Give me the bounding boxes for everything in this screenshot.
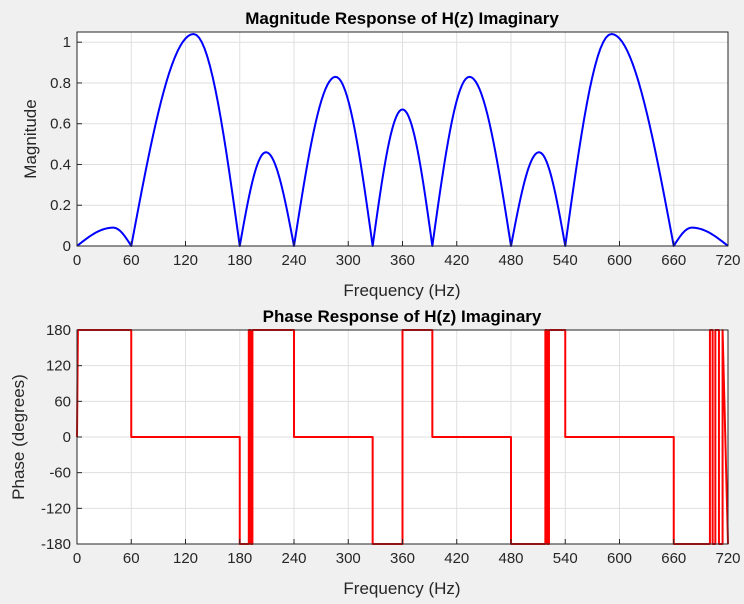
magnitude-xlabel: Frequency (Hz) <box>343 281 460 300</box>
x-tick-label: 0 <box>73 252 81 269</box>
magnitude-title: Magnitude Response of H(z) Imaginary <box>245 9 559 28</box>
magnitude-line-series <box>76 33 729 247</box>
x-tick-label: 720 <box>715 252 740 269</box>
phase-xlabel: Frequency (Hz) <box>343 579 460 598</box>
magnitude-axes: 0 60 120 180 240 300 360 420 480 540 600 660 720 0 0.2… <box>21 9 741 300</box>
x-tick-label: 60 <box>123 550 140 567</box>
x-tick-label: 660 <box>661 252 686 269</box>
x-tick-label: 720 <box>715 550 740 567</box>
magnitude-ylabel: Magnitude <box>21 99 40 178</box>
x-tick-label: 600 <box>607 252 632 269</box>
magnitude-ticks: 0 60 120 180 240 300 360 420 480 540 600 660 720 0 0.2… <box>50 34 740 269</box>
x-tick-label: 180 <box>227 252 252 269</box>
x-tick-label: 420 <box>444 252 469 269</box>
y-tick-label: 60 <box>54 393 71 410</box>
x-tick-label: 360 <box>390 252 415 269</box>
x-tick-label: 300 <box>336 252 361 269</box>
x-tick-label: 0 <box>73 550 81 567</box>
y-tick-label: 0.6 <box>50 116 71 133</box>
y-tick-label: 0.4 <box>50 156 71 173</box>
y-tick-label: -180 <box>41 536 71 553</box>
x-tick-label: 240 <box>281 550 306 567</box>
x-tick-label: 120 <box>173 252 198 269</box>
x-tick-label: 180 <box>227 550 252 567</box>
series-line-magnitude <box>76 33 729 247</box>
x-tick-label: 480 <box>498 252 523 269</box>
x-tick-label: 60 <box>123 252 140 269</box>
y-tick-label: -120 <box>41 500 71 517</box>
x-tick-label: 300 <box>336 550 361 567</box>
x-tick-label: 420 <box>444 550 469 567</box>
phase-title: Phase Response of H(z) Imaginary <box>263 307 542 326</box>
y-tick-label: -60 <box>49 465 71 482</box>
x-tick-label: 600 <box>607 550 632 567</box>
x-tick-label: 660 <box>661 550 686 567</box>
phase-ticks: 0 60 120 180 240 300 360 420 480 540 600 660 720-180… <box>41 322 741 567</box>
x-tick-label: 120 <box>173 550 198 567</box>
y-tick-label: 1 <box>63 34 71 51</box>
x-tick-label: 240 <box>281 252 306 269</box>
y-tick-label: 180 <box>46 322 71 339</box>
x-tick-label: 540 <box>553 550 578 567</box>
y-tick-label: 0.2 <box>50 197 71 214</box>
y-tick-label: 120 <box>46 358 71 375</box>
x-tick-label: 540 <box>553 252 578 269</box>
y-tick-label: 0 <box>63 238 71 255</box>
y-tick-label: 0.8 <box>50 75 71 92</box>
y-tick-label: 0 <box>63 429 71 446</box>
x-tick-label: 480 <box>498 550 523 567</box>
x-tick-label: 360 <box>390 550 415 567</box>
phase-axes: 0 60 120 180 240 300 360 420 480 540 600 660 720-180… <box>9 307 741 598</box>
phase-ylabel: Phase (degrees) <box>9 374 28 500</box>
